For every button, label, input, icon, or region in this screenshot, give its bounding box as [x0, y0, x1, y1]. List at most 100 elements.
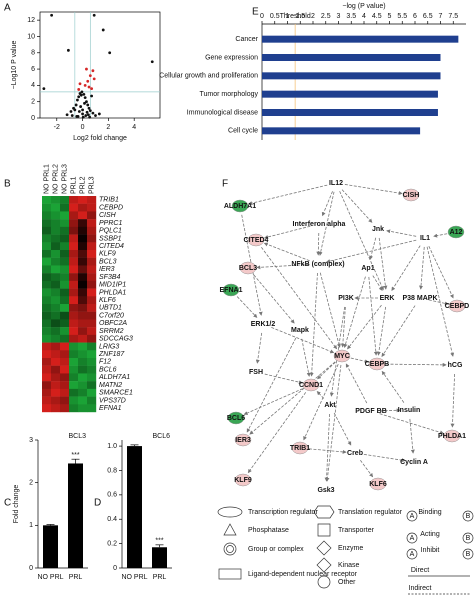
row-label: SDCCAG3	[99, 336, 133, 343]
edge	[376, 306, 387, 356]
row-label: PHLDA1	[99, 289, 126, 296]
column-label: PRL1	[70, 176, 77, 194]
heat-cell	[78, 250, 88, 258]
point	[84, 114, 88, 117]
chart-title: BCL6	[152, 433, 170, 440]
heat-cell	[51, 373, 61, 382]
heat-cell	[51, 296, 61, 305]
point	[108, 51, 112, 55]
x-tick-label: 7	[439, 13, 443, 20]
heat-cell	[51, 234, 61, 243]
node-label: MYC	[334, 353, 350, 360]
panel-letter: A	[4, 3, 11, 14]
legend-shape	[316, 557, 332, 573]
heat-cell	[78, 319, 88, 328]
category-label: Cancer	[235, 36, 258, 43]
heat-cell	[51, 334, 61, 343]
row-label: CEBPD	[99, 204, 123, 211]
heat-cell	[69, 396, 79, 405]
edge	[249, 361, 336, 435]
node-label: CEBPB	[365, 361, 390, 368]
edge	[426, 246, 455, 357]
row-label: VPS37D	[99, 397, 126, 404]
heat-cell	[69, 319, 79, 328]
node-label: Cyclin A	[400, 459, 428, 466]
point	[81, 115, 85, 119]
heat-cell	[42, 211, 52, 220]
heat-cell	[60, 388, 70, 397]
heat-cell	[78, 358, 88, 366]
point	[85, 67, 88, 71]
heat-cell	[78, 273, 88, 282]
node	[402, 188, 420, 202]
legend-label: Direct	[411, 567, 429, 574]
edge	[333, 412, 352, 446]
heat-cell	[87, 250, 97, 258]
heat-cell	[42, 319, 52, 328]
edge	[317, 361, 336, 380]
x-tick-label: 4.5	[372, 13, 382, 20]
edge	[271, 327, 335, 354]
edge	[261, 246, 338, 350]
node	[234, 473, 252, 487]
point	[91, 69, 95, 73]
y-tick-label: 0.8	[107, 467, 117, 474]
y-tick-label: 4	[31, 82, 35, 89]
heat-cell	[69, 250, 79, 258]
heat-cell	[60, 381, 70, 390]
heat-cell	[51, 358, 61, 366]
point	[101, 28, 105, 32]
bar	[262, 90, 438, 98]
node-label: CITED4	[244, 237, 269, 244]
row-label: SMARCE1	[99, 390, 133, 397]
point	[94, 114, 97, 117]
bar	[262, 127, 421, 135]
node-label: Creb	[347, 450, 363, 457]
point	[87, 85, 91, 89]
heat-cell	[60, 334, 70, 343]
legend-shape	[223, 523, 237, 536]
column-label: NO PRL2	[52, 164, 59, 194]
point	[76, 98, 79, 102]
edge	[256, 264, 310, 270]
point	[91, 111, 95, 115]
point	[150, 60, 154, 64]
heat-cell	[78, 234, 88, 243]
x-tick-label: -2	[54, 124, 60, 131]
row-label: IER3	[99, 266, 115, 273]
point	[85, 110, 89, 114]
point	[81, 112, 84, 116]
heat-cell	[42, 257, 52, 266]
heat-cell	[42, 242, 52, 251]
legend-label: Translation regulator	[338, 509, 403, 516]
node-label: NFkB (complex)	[291, 261, 344, 268]
x-tick-label: PRL	[153, 574, 167, 581]
node-label: IER3	[235, 437, 251, 444]
column-label: PRL2	[79, 176, 86, 194]
point	[87, 106, 91, 110]
heat-cell	[42, 373, 52, 382]
edge	[247, 392, 307, 474]
heat-cell	[42, 196, 52, 204]
heat-cell	[87, 373, 97, 382]
point	[77, 95, 81, 99]
point	[77, 88, 81, 91]
heat-cell	[60, 288, 70, 297]
edge	[409, 418, 415, 454]
heat-cell	[42, 381, 52, 390]
y-tick-label: 1	[29, 522, 33, 529]
row-label: BCL6	[99, 366, 117, 373]
heat-cell	[42, 358, 52, 366]
edge	[263, 242, 310, 262]
heat-cell	[60, 350, 70, 359]
heat-cell	[78, 203, 88, 212]
chart-title: BCL3	[68, 433, 86, 440]
row-label: EFNA1	[99, 405, 122, 412]
point	[79, 105, 83, 108]
legend-shape	[218, 568, 242, 580]
node-label: KLF6	[369, 481, 387, 488]
edge	[255, 332, 263, 364]
point	[97, 112, 101, 116]
row-label: ZNF187	[98, 351, 125, 358]
